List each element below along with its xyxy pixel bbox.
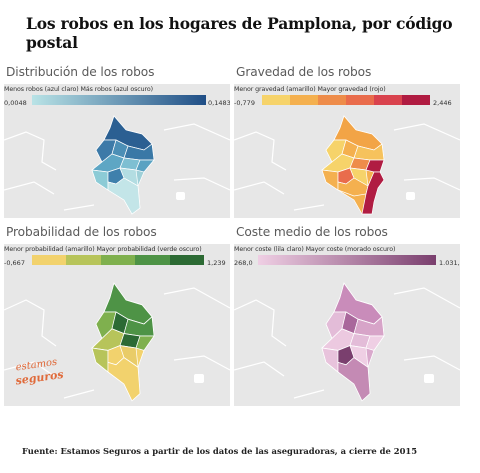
legend-step-1 (262, 95, 290, 105)
panel-title: Gravedad de los robos (236, 65, 372, 79)
legend-gradient (258, 255, 436, 265)
legend-step-3 (100, 255, 136, 265)
panel-title: Coste medio de los robos (236, 225, 388, 239)
legend-step-3 (318, 95, 346, 105)
panel-distribution: Distribución de los robos Menos robos (a… (4, 62, 230, 218)
legend-steps (32, 255, 205, 265)
map-severity (234, 115, 460, 215)
panel-title: Distribución de los robos (6, 65, 155, 79)
map-cost (234, 282, 460, 402)
legend-min: 268,0 (234, 259, 253, 267)
postal-code-regions (91, 282, 155, 402)
map-probability (4, 282, 230, 402)
page-title: Los robos en los hogares de Pamplona, po… (26, 14, 453, 52)
map-distribution (4, 115, 230, 215)
panel-probability: Probabilidad de los robos Menor probabil… (4, 222, 230, 406)
legend-step-4 (346, 95, 374, 105)
legend-steps (262, 95, 430, 105)
estamos-seguros-logo: estamos seguros (15, 357, 64, 388)
legend-step-2 (290, 95, 318, 105)
legend-min: -0,779 (234, 99, 255, 107)
legend-min: -0,667 (4, 259, 25, 267)
source-footnote: Fuente: Estamos Seguros a partir de los … (22, 446, 418, 456)
legend-step-5 (169, 255, 205, 265)
postal-code-regions (321, 282, 385, 402)
legend-min: 0,0048 (4, 99, 27, 107)
legend-step-5 (374, 95, 402, 105)
legend-step-2 (66, 255, 101, 265)
legend-label: Menor gravedad (amarillo) Mayor gravedad… (234, 86, 386, 93)
panel-cost: Coste medio de los robos Menor coste (li… (234, 222, 460, 406)
legend-step-1 (32, 255, 67, 265)
postal-code-regions (91, 115, 155, 215)
legend-max: 2,446 (433, 99, 452, 107)
panel-severity: Gravedad de los robos Menor gravedad (am… (234, 62, 460, 218)
legend-max: 0,1483 (208, 99, 230, 107)
legend-max: 1.031,7 (439, 259, 460, 267)
legend-label: Menor probabilidad (amarillo) Mayor prob… (4, 246, 202, 253)
legend-label: Menor coste (lila claro) Mayor coste (mo… (234, 246, 396, 253)
legend-label: Menos robos (azul claro) Más robos (azul… (4, 86, 153, 93)
legend-max: 1,239 (207, 259, 226, 267)
legend-step-4 (135, 255, 170, 265)
panel-title: Probabilidad de los robos (6, 225, 157, 239)
postal-code-regions (321, 115, 385, 215)
legend-gradient (32, 95, 206, 105)
legend-step-6 (402, 95, 430, 105)
